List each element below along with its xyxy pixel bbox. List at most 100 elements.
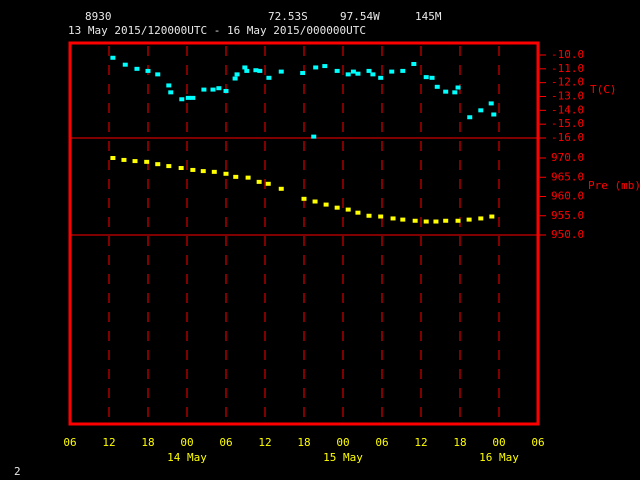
data-point <box>434 84 440 89</box>
data-point <box>478 216 484 221</box>
data-point <box>155 162 161 167</box>
footer: 2 <box>14 465 21 478</box>
data-point <box>190 95 196 100</box>
data-point <box>345 72 351 77</box>
data-point <box>423 219 429 224</box>
data-point <box>400 217 406 222</box>
y-tick-label: 955.0 <box>551 209 584 222</box>
y-tick-label: 970.0 <box>551 151 584 164</box>
data-point <box>155 72 161 77</box>
latitude: 72.53S <box>268 10 308 23</box>
data-point <box>389 69 395 74</box>
data-point <box>121 157 127 162</box>
y-tick-label: -13.0 <box>551 90 584 103</box>
data-point <box>216 86 222 91</box>
data-point <box>378 214 384 219</box>
x-tick-label: 12 <box>102 436 115 449</box>
data-point <box>489 214 495 219</box>
data-point <box>433 219 439 224</box>
data-point <box>144 159 150 164</box>
x-tick-label: 00 <box>492 436 505 449</box>
date-label: 15 May <box>323 451 363 464</box>
frame <box>68 41 540 426</box>
data-point <box>200 169 206 174</box>
data-point <box>452 90 458 95</box>
data-point <box>210 87 216 92</box>
y-axis-label: Pre (mb) <box>588 179 640 192</box>
station-id: 8930 <box>85 10 112 23</box>
x-tick-label: 06 <box>219 436 232 449</box>
data-point <box>211 169 217 174</box>
data-point <box>311 134 317 139</box>
y-tick-label: -11.0 <box>551 62 584 75</box>
y-tick-label: -16.0 <box>551 131 584 144</box>
data-point <box>256 179 262 184</box>
data-point <box>201 87 207 92</box>
data-point <box>355 210 361 215</box>
data-point <box>110 156 116 160</box>
data-point <box>411 61 417 66</box>
data-point <box>253 68 259 73</box>
data-point <box>390 216 396 221</box>
y-tick-label: -14.0 <box>551 103 584 116</box>
data-point <box>265 181 271 186</box>
data-point <box>223 171 229 176</box>
data-point <box>488 101 494 106</box>
data-point <box>455 85 461 90</box>
data-point <box>278 69 284 74</box>
longitude: 97.54W <box>340 10 380 23</box>
data-point <box>301 196 307 201</box>
data-point <box>110 55 116 60</box>
elevation: 145M <box>415 10 442 23</box>
date-label: 14 May <box>167 451 207 464</box>
data-point <box>323 202 329 207</box>
data-point <box>370 72 376 77</box>
data-point <box>178 166 184 171</box>
data-point <box>334 205 340 210</box>
data-point <box>232 76 238 81</box>
data-point <box>366 213 372 218</box>
data-point <box>134 66 140 71</box>
x-tick-label: 12 <box>258 436 271 449</box>
data-point <box>278 186 284 191</box>
data-point <box>412 218 418 223</box>
y-tick-label: -10.0 <box>551 48 584 61</box>
x-tick-label: 06 <box>375 436 388 449</box>
y-tick-label: 965.0 <box>551 170 584 183</box>
data-point <box>467 115 473 120</box>
data-point <box>429 75 435 80</box>
data-point <box>233 174 239 179</box>
y-tick-label: 960.0 <box>551 190 584 203</box>
data-point <box>355 71 361 76</box>
y-tick-label: -12.0 <box>551 76 584 89</box>
date-label: 16 May <box>479 451 519 464</box>
data-point <box>322 64 328 69</box>
data-point <box>168 90 174 95</box>
x-tick-label: 12 <box>414 436 427 449</box>
data-point <box>378 75 384 80</box>
x-tick-label: 00 <box>336 436 349 449</box>
data-point <box>443 89 449 94</box>
data-point <box>443 218 449 223</box>
y-tick-label: 950.0 <box>551 228 584 241</box>
data-point <box>312 199 318 204</box>
x-tick-label: 18 <box>453 436 466 449</box>
y-axis-label: T(C) <box>590 83 617 96</box>
data-point <box>400 68 406 73</box>
data-point <box>245 175 251 180</box>
x-tick-label: 18 <box>297 436 310 449</box>
data-point <box>190 167 196 172</box>
data-point <box>478 108 484 113</box>
data-point <box>185 95 191 100</box>
data-point <box>242 65 248 70</box>
data-point <box>334 68 340 73</box>
data-point <box>455 218 461 223</box>
data-point <box>166 164 172 169</box>
data-point <box>491 112 497 117</box>
data-point <box>166 83 172 88</box>
data-point <box>423 75 429 80</box>
x-tick-label: 06 <box>63 436 76 449</box>
